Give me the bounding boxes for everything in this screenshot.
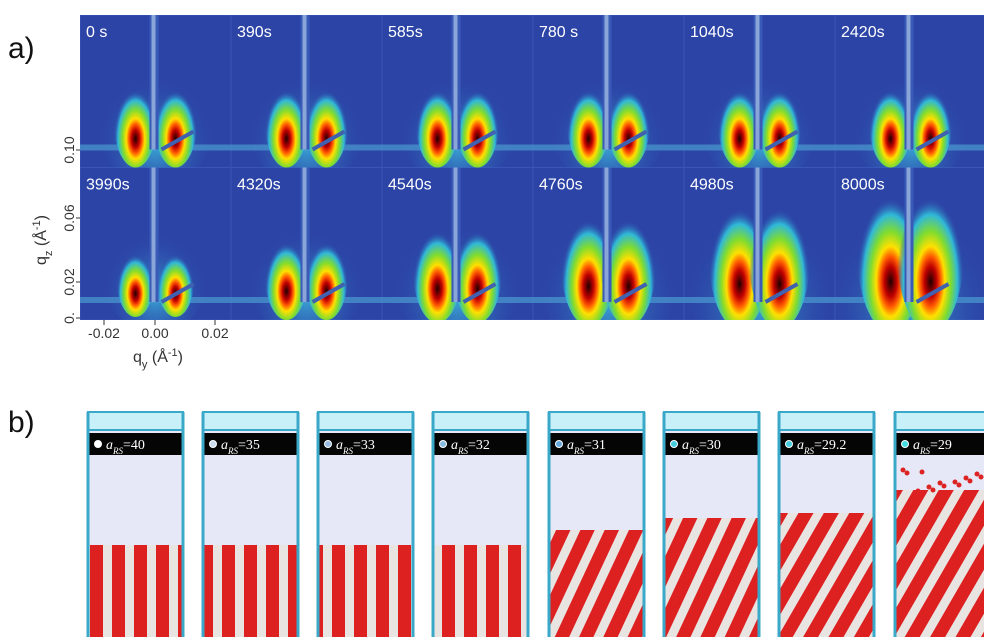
alpha-subscript: RS	[457, 446, 468, 456]
simulation-box: aRS=29	[895, 412, 984, 637]
axis-label-part: )	[33, 215, 50, 220]
simulation-box: aRS=31	[549, 412, 644, 637]
alpha-value: =35	[238, 438, 260, 453]
frame-time: 0 s	[86, 24, 107, 41]
y-tick-label: 0.10	[61, 136, 77, 163]
alpha-subscript: RS	[688, 446, 699, 456]
alpha-subscript: RS	[227, 446, 238, 456]
saxs-image: 2420s	[835, 15, 984, 188]
alpha-symbol: a	[913, 438, 920, 453]
frame-time: 780 s	[539, 24, 578, 41]
alpha-value: =29.2	[814, 438, 846, 453]
x-tick-label: 0.02	[201, 325, 228, 341]
axis-label-part: -1	[31, 220, 43, 230]
alpha-symbol: a	[797, 438, 804, 453]
saxs-image: 780 s	[533, 15, 684, 188]
saxs-image: 1040s	[684, 15, 835, 188]
saxs-image: 8000s	[827, 164, 984, 364]
axis-label-part: q	[33, 256, 50, 265]
alpha-symbol: a	[106, 438, 113, 453]
simulation-box: aRS=33	[318, 412, 413, 637]
panel-label: b)	[8, 406, 35, 439]
saxs-image: 390s	[231, 15, 382, 188]
simulation-box: aRS=30	[664, 412, 759, 637]
axis-label-part: -1	[168, 347, 178, 359]
frame-time: 4320s	[237, 177, 281, 194]
frame-time: 2420s	[841, 24, 885, 41]
y-axis-label: qz (Å-1)	[31, 215, 55, 265]
alpha-symbol: a	[567, 438, 574, 453]
saxs-image: 0 s	[80, 15, 231, 188]
alpha-value: =33	[353, 438, 375, 453]
frame-time: 390s	[237, 24, 272, 41]
saxs-image: 4540s	[382, 168, 533, 347]
frame-time: 4540s	[388, 177, 432, 194]
alpha-value: =31	[584, 438, 606, 453]
simulation-box: aRS=40	[88, 412, 183, 637]
y-tick-label: 0.02	[61, 268, 77, 295]
alpha-symbol: a	[221, 438, 228, 453]
simulation-box: aRS=29.2	[779, 412, 874, 637]
alpha-symbol: a	[336, 438, 343, 453]
simulation-box: aRS=32	[433, 412, 528, 637]
alpha-value: =32	[468, 438, 490, 453]
alpha-symbol: a	[682, 438, 689, 453]
alpha-symbol: a	[451, 438, 458, 453]
alpha-subscript: RS	[573, 446, 584, 456]
saxs-image: 4320s	[231, 168, 382, 341]
simulation-box: aRS=35	[203, 412, 298, 637]
axis-label-part: q	[133, 349, 142, 366]
y-tick-label: 0.	[61, 312, 77, 324]
axis-label-part: (Å	[31, 230, 50, 251]
frame-time: 585s	[388, 24, 423, 41]
alpha-subscript: RS	[919, 446, 930, 456]
alpha-value: =30	[699, 438, 721, 453]
x-tick-label: -0.02	[88, 325, 120, 341]
frame-time: 4980s	[690, 177, 734, 194]
saxs-image: 4980s	[682, 168, 838, 359]
alpha-value: =40	[123, 438, 145, 453]
frame-time: 4760s	[539, 177, 583, 194]
frame-time: 1040s	[690, 24, 734, 41]
saxs-image: 3990s	[80, 168, 231, 335]
frame-time: 3990s	[86, 177, 130, 194]
alpha-subscript: RS	[112, 446, 123, 456]
alpha-subscript: RS	[342, 446, 353, 456]
alpha-value: =29	[930, 438, 952, 453]
frame-time: 8000s	[841, 177, 885, 194]
y-tick-label: 0.06	[61, 204, 77, 231]
x-tick-label: 0.00	[141, 325, 168, 341]
alpha-subscript: RS	[803, 446, 814, 456]
axis-label-part: )	[178, 349, 183, 366]
panel-label: a)	[8, 32, 35, 65]
saxs-image: 585s	[382, 15, 533, 188]
axis-label-part: (Å	[147, 347, 168, 366]
saxs-image: 4760s	[533, 168, 684, 353]
x-axis-label: qy (Å-1)	[133, 347, 183, 371]
figure: a) b) 0 s 390s 585s 780 s 1040s 2420s 3990s 432…	[0, 0, 984, 637]
